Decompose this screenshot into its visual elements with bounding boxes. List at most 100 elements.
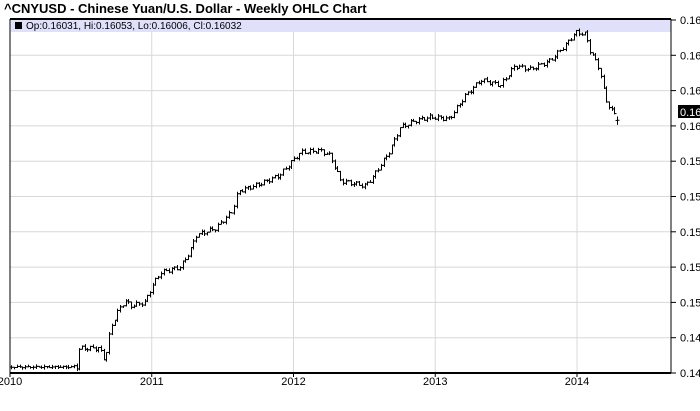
x-tick-label: 2012 [281, 376, 305, 388]
chart-title: ^CNYUSD - Chinese Yuan/U.S. Dollar - Wee… [4, 1, 367, 16]
last-value-badge [678, 105, 700, 118]
ohlc-bar [83, 344, 88, 351]
ohlc-bar [267, 178, 272, 184]
ohlc-bar [186, 254, 191, 261]
ohlc-bar [452, 110, 457, 119]
x-tick-label: 2013 [423, 376, 447, 388]
ohlc-bar [287, 165, 292, 171]
ohlc-bar [444, 115, 449, 122]
ohlc-bar [395, 134, 400, 142]
y-tick-label: 0.15400 [680, 227, 700, 239]
ohlc-bar [102, 348, 107, 361]
ohlc-bar [18, 364, 23, 368]
ohlc-bar [159, 271, 164, 280]
ohlc-bar [604, 86, 609, 103]
ohlc-bar [542, 62, 547, 68]
x-tick-label: 2011 [140, 376, 164, 388]
ohlc-bar [523, 65, 528, 73]
ohlc-bar [409, 118, 414, 127]
ohlc-bar [512, 64, 517, 71]
y-tick-label: 0.14600 [680, 368, 700, 380]
ohlc-bar [607, 101, 612, 110]
ohlc-bar [425, 116, 430, 123]
ohlc-bar [113, 319, 118, 326]
ohlc-bar [322, 149, 327, 157]
ohlc-bar [545, 59, 550, 68]
ohlc-bar [612, 106, 617, 115]
ohlc-bar [580, 32, 585, 36]
ohlc-bar [379, 163, 384, 171]
y-tick-label: 0.16000 [680, 121, 700, 133]
ohlc-bar [403, 122, 408, 129]
grid [9, 19, 671, 374]
ohlc-bar [248, 185, 253, 191]
ohlc-bar [387, 152, 392, 158]
legend-text: Op:0.16031, Hi:0.16053, Lo:0.16006, Cl:0… [26, 21, 242, 32]
ohlc-bar [373, 170, 378, 179]
ohlc-bar [297, 152, 302, 161]
ohlc-bar [257, 182, 262, 188]
y-tick-label: 0.14800 [680, 333, 700, 345]
ohlc-bar [183, 257, 188, 263]
ohlc-bar [118, 305, 123, 313]
ohlc-bar [308, 147, 313, 155]
ohlc-bar [536, 62, 541, 71]
ohlc-bar [344, 178, 349, 185]
ohlc-bar [610, 105, 615, 111]
ohlc-bar [615, 116, 620, 125]
ohlc-bar [77, 348, 82, 371]
x-tick-label: 2010 [0, 376, 22, 388]
ohlc-bar [553, 54, 558, 62]
y-tick-label: 0.16400 [680, 50, 700, 62]
ohlc-bar [417, 117, 422, 125]
ohlc-bar [227, 210, 232, 219]
ohlc-bar [398, 127, 403, 138]
ohlc-bar [382, 157, 387, 167]
ohlc-bar [126, 298, 131, 304]
ohlc-bar [357, 181, 362, 186]
ohlc-bar [477, 80, 482, 85]
ohlc-bar [460, 99, 465, 107]
y-tick-label: 0.15200 [680, 262, 700, 274]
x-tick-label: 2014 [565, 376, 589, 388]
ohlc-bar [311, 147, 316, 154]
ohlc-bar [210, 226, 215, 232]
legend-band [11, 19, 671, 32]
ohlc-bar [156, 275, 161, 280]
y-tick-label: 0.15000 [680, 297, 700, 309]
ohlc-bar [189, 247, 194, 258]
y-tick-label: 0.15800 [680, 156, 700, 168]
ohlc-bar [384, 154, 389, 161]
bars [9, 28, 620, 372]
ohlc-bar [300, 148, 305, 156]
y-tick-label: 0.16200 [680, 86, 700, 98]
last-value-label: 0.16032 [680, 107, 700, 119]
ohlc-bar [107, 332, 112, 355]
ohlc-bar [341, 178, 346, 186]
ohlc-bar [134, 300, 139, 307]
legend-swatch-icon [15, 22, 22, 29]
ohlc-bar [360, 183, 365, 189]
y-tick-label: 0.15600 [680, 192, 700, 204]
ohlc-bar [202, 229, 207, 236]
ohlc-bar [194, 235, 199, 243]
ohlc-bar [104, 351, 109, 362]
ohlc-bar [401, 122, 406, 129]
ohlc-bar [94, 346, 99, 353]
ohlc-bar [436, 113, 441, 122]
ohlc-bar [496, 80, 501, 88]
ohlc-bar [276, 173, 281, 180]
ohlc-bar [42, 364, 47, 370]
ohlc-bar [243, 185, 248, 194]
ohlc-bar [602, 74, 607, 90]
y-tick-label: 0.16600 [680, 15, 700, 27]
ohlc-bar [316, 147, 321, 155]
ohlc-bar [390, 144, 395, 155]
axes: 0.14600 0.14800 0.15000 0.15200 0.15400 0.156… [0, 15, 700, 388]
ohlc-bar [392, 136, 397, 147]
ohlc-bar [479, 79, 484, 86]
ohlc-bar [428, 112, 433, 121]
ohlc-bar [66, 364, 71, 370]
ohlc-bar [75, 363, 80, 372]
